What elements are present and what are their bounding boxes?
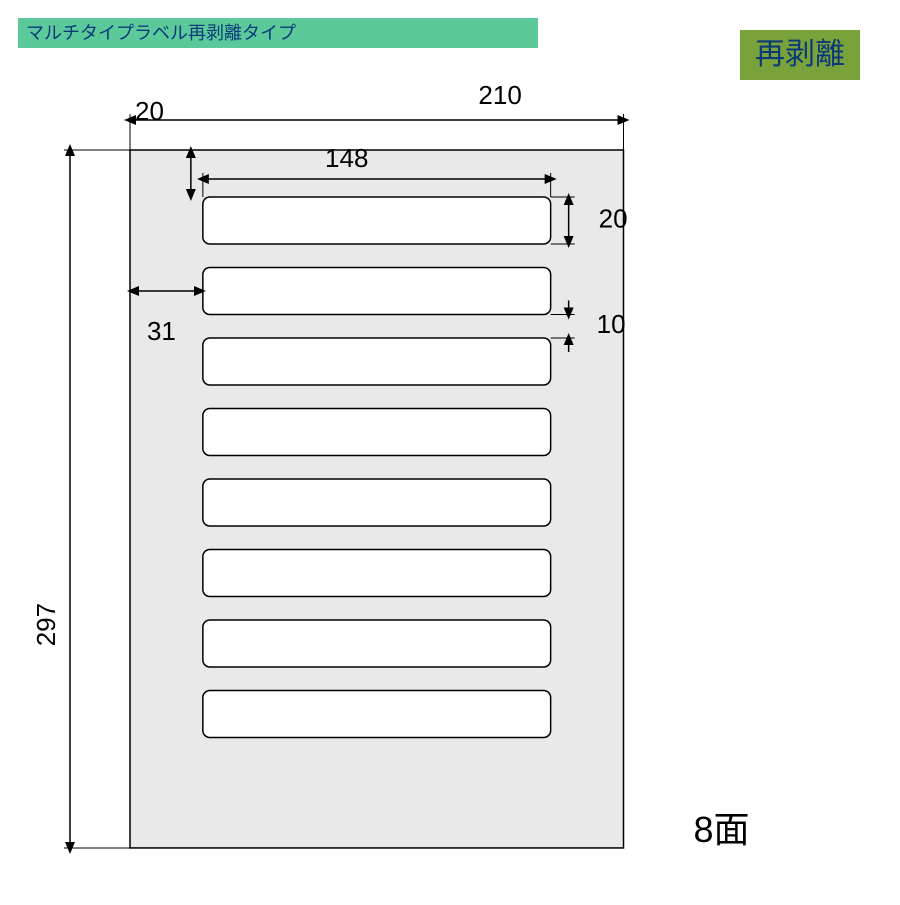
- dim-label-width: 148: [325, 143, 368, 173]
- dim-top-margin: 20: [135, 96, 164, 126]
- label-slot: [203, 197, 551, 244]
- label-slot: [203, 268, 551, 315]
- label-slot: [203, 620, 551, 667]
- label-sheet-diagram: 210 20 148 20 31 10 297 8面: [0, 60, 900, 900]
- dim-sheet-height: 297: [31, 603, 61, 646]
- label-slot: [203, 479, 551, 526]
- diagram-container: 210 20 148 20 31 10 297 8面: [0, 60, 900, 900]
- dim-left-margin: 31: [147, 316, 176, 346]
- dim-gap: 10: [597, 309, 626, 339]
- dim-label-height: 20: [599, 203, 628, 233]
- title-text: マルチタイプラベル再剥離タイプ: [26, 23, 296, 43]
- label-slot: [203, 691, 551, 738]
- title-bar: マルチタイプラベル再剥離タイプ: [18, 18, 538, 48]
- label-slot: [203, 409, 551, 456]
- label-slot: [203, 338, 551, 385]
- label-slot: [203, 550, 551, 597]
- root: マルチタイプラベル再剥離タイプ 再剥離 210201482031102978面: [0, 0, 900, 900]
- panel-count: 8面: [694, 809, 750, 850]
- dim-sheet-width: 210: [478, 80, 521, 110]
